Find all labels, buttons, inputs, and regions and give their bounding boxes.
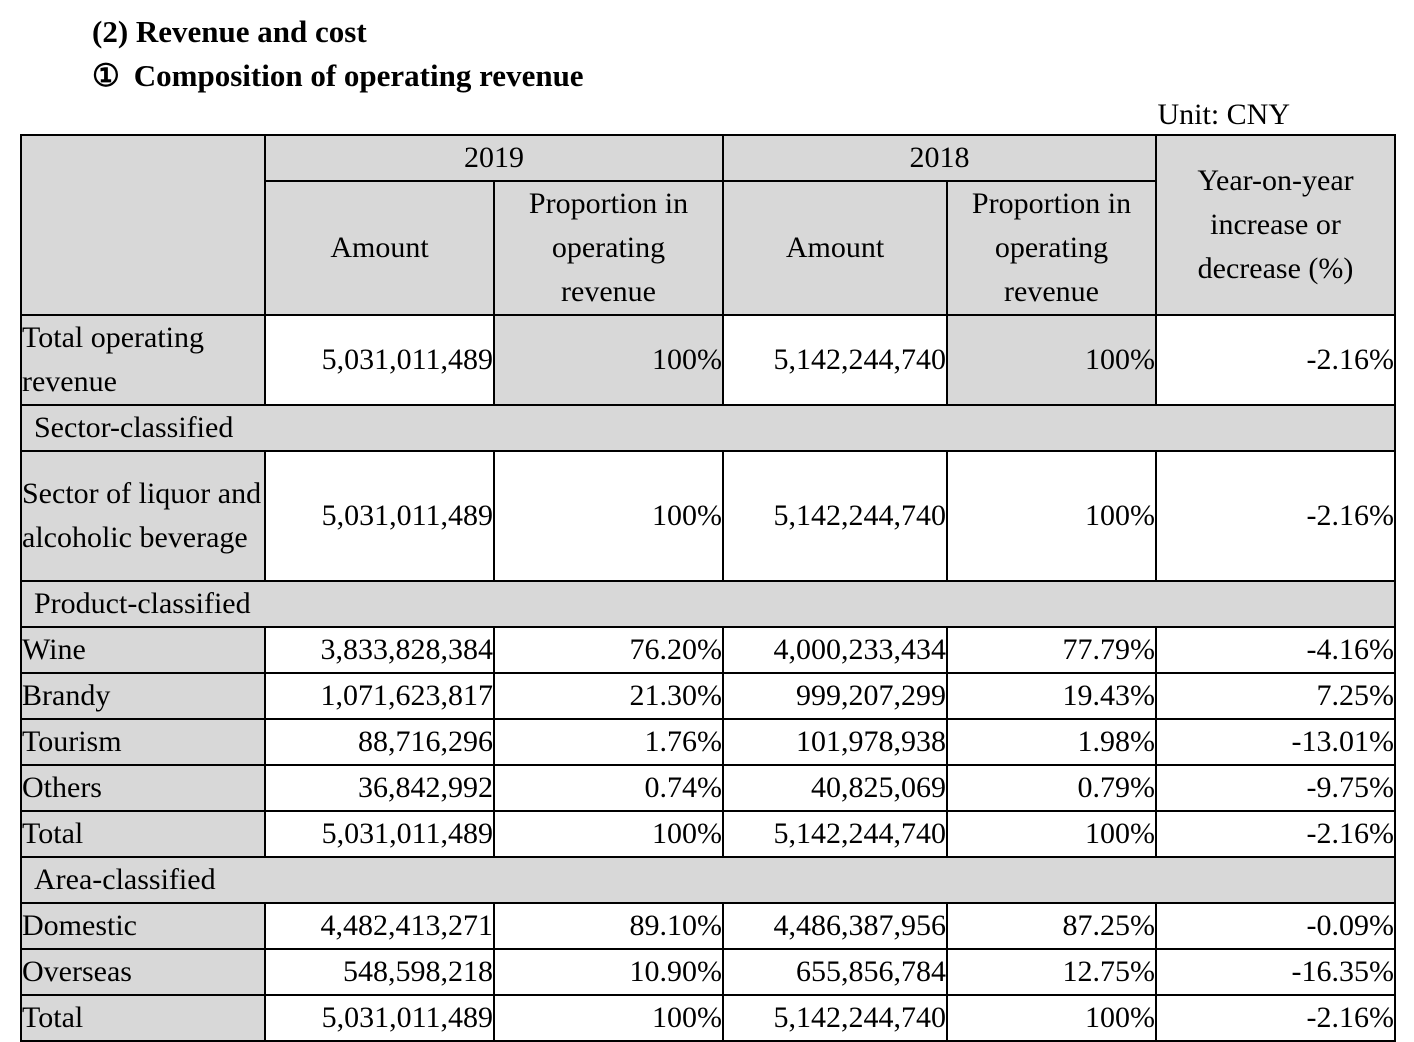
cell-amount-2018: 5,142,244,740 (722, 450, 948, 582)
cell-proportion-2018: 100% (946, 994, 1157, 1042)
cell-yoy: -16.35% (1155, 948, 1396, 996)
table-row-sector-liquor: Sector of liquor and alcoholic beverage … (20, 450, 1396, 582)
cell-amount-2019: 1,071,623,817 (264, 672, 495, 720)
cell-yoy: 7.25% (1155, 672, 1396, 720)
table-row-total-operating-revenue: Total operating revenue 5,031,011,489 10… (20, 314, 1396, 406)
cell-proportion-2018: 0.79% (946, 764, 1157, 812)
cell-amount-2018: 655,856,784 (722, 948, 948, 996)
cell-amount-2019: 5,031,011,489 (264, 314, 495, 406)
cell-amount-2019: 4,482,413,271 (264, 902, 495, 950)
table-row-domestic: Domestic 4,482,413,271 89.10% 4,486,387,… (20, 902, 1396, 950)
row-label: Tourism (20, 718, 266, 766)
table-row-wine: Wine 3,833,828,384 76.20% 4,000,233,434 … (20, 626, 1396, 674)
cell-proportion-2018: 77.79% (946, 626, 1157, 674)
row-label: Overseas (20, 948, 266, 996)
row-label: Total operating revenue (20, 314, 266, 406)
header-yoy: Year-on-year increase or decrease (%) (1155, 134, 1396, 316)
row-label: Total (20, 994, 266, 1042)
cell-amount-2018: 4,486,387,956 (722, 902, 948, 950)
cell-amount-2019: 5,031,011,489 (264, 450, 495, 582)
cell-yoy: -9.75% (1155, 764, 1396, 812)
cell-proportion-2018: 12.75% (946, 948, 1157, 996)
cell-proportion-2019: 100% (493, 450, 724, 582)
section-row-sector-classified: Sector-classified (20, 404, 1396, 452)
subsection-heading-text: Composition of operating revenue (133, 58, 584, 93)
cell-yoy: -2.16% (1155, 810, 1396, 858)
section-heading-text: (2) Revenue and cost (92, 14, 367, 49)
header-proportion-2018: Proportion in operating revenue (946, 180, 1157, 316)
table-header-row-years: 2019 2018 Year-on-year increase or decre… (20, 134, 1396, 316)
cell-proportion-2019: 0.74% (493, 764, 724, 812)
header-empty-cell (20, 134, 266, 316)
header-amount-2019: Amount (264, 180, 495, 316)
operating-revenue-table: 2019 2018 Year-on-year increase or decre… (20, 134, 1396, 1042)
cell-amount-2018: 40,825,069 (722, 764, 948, 812)
row-label: Total (20, 810, 266, 858)
cell-proportion-2018: 100% (946, 450, 1157, 582)
cell-yoy: -0.09% (1155, 902, 1396, 950)
cell-yoy: -2.16% (1155, 314, 1396, 406)
header-year-2019: 2019 (264, 134, 724, 182)
table-row-product-total: Total 5,031,011,489 100% 5,142,244,740 1… (20, 810, 1396, 858)
section-label: Area-classified (20, 856, 1396, 904)
table-row-area-total: Total 5,031,011,489 100% 5,142,244,740 1… (20, 994, 1396, 1042)
cell-yoy: -2.16% (1155, 450, 1396, 582)
cell-amount-2018: 4,000,233,434 (722, 626, 948, 674)
cell-amount-2019: 5,031,011,489 (264, 810, 495, 858)
cell-amount-2018: 5,142,244,740 (722, 810, 948, 858)
table-row-brandy: Brandy 1,071,623,817 21.30% 999,207,299 … (20, 672, 1396, 720)
cell-amount-2018: 101,978,938 (722, 718, 948, 766)
table-row-overseas: Overseas 548,598,218 10.90% 655,856,784 … (20, 948, 1396, 996)
cell-proportion-2019: 89.10% (493, 902, 724, 950)
row-label: Brandy (20, 672, 266, 720)
cell-proportion-2019: 10.90% (493, 948, 724, 996)
cell-amount-2019: 36,842,992 (264, 764, 495, 812)
row-label: Wine (20, 626, 266, 674)
cell-proportion-2019: 100% (493, 314, 724, 406)
section-row-product-classified: Product-classified (20, 580, 1396, 628)
section-label: Product-classified (20, 580, 1396, 628)
section-row-area-classified: Area-classified (20, 856, 1396, 904)
table-row-others: Others 36,842,992 0.74% 40,825,069 0.79%… (20, 764, 1396, 812)
unit-label: Unit: CNY (1157, 98, 1290, 131)
cell-amount-2019: 548,598,218 (264, 948, 495, 996)
cell-proportion-2019: 100% (493, 810, 724, 858)
cell-proportion-2018: 100% (946, 314, 1157, 406)
row-label: Others (20, 764, 266, 812)
cell-amount-2018: 5,142,244,740 (722, 314, 948, 406)
section-heading: (2) Revenue and cost (92, 10, 1394, 54)
table-header-row-measures: Amount Proportion in operating revenue A… (21, 180, 1395, 316)
cell-amount-2019: 88,716,296 (264, 718, 495, 766)
cell-yoy: -13.01% (1155, 718, 1396, 766)
header-year-2018: 2018 (722, 134, 1157, 182)
cell-yoy: -4.16% (1155, 626, 1396, 674)
header-amount-2018: Amount (722, 180, 948, 316)
cell-proportion-2019: 76.20% (493, 626, 724, 674)
cell-proportion-2019: 21.30% (493, 672, 724, 720)
cell-amount-2018: 999,207,299 (722, 672, 948, 720)
cell-amount-2018: 5,142,244,740 (722, 994, 948, 1042)
header-proportion-2019: Proportion in operating revenue (493, 180, 724, 316)
subsection-heading: ① Composition of operating revenue (92, 54, 1394, 98)
cell-proportion-2018: 19.43% (946, 672, 1157, 720)
cell-proportion-2018: 100% (946, 810, 1157, 858)
cell-yoy: -2.16% (1155, 994, 1396, 1042)
section-label: Sector-classified (20, 404, 1396, 452)
row-label: Sector of liquor and alcoholic beverage (20, 450, 266, 582)
cell-amount-2019: 5,031,011,489 (264, 994, 495, 1042)
cell-amount-2019: 3,833,828,384 (264, 626, 495, 674)
cell-proportion-2019: 100% (493, 994, 724, 1042)
table-row-tourism: Tourism 88,716,296 1.76% 101,978,938 1.9… (20, 718, 1396, 766)
cell-proportion-2018: 1.98% (946, 718, 1157, 766)
cell-proportion-2019: 1.76% (493, 718, 724, 766)
row-label: Domestic (20, 902, 266, 950)
cell-proportion-2018: 87.25% (946, 902, 1157, 950)
circled-one-marker: ① (92, 58, 120, 93)
